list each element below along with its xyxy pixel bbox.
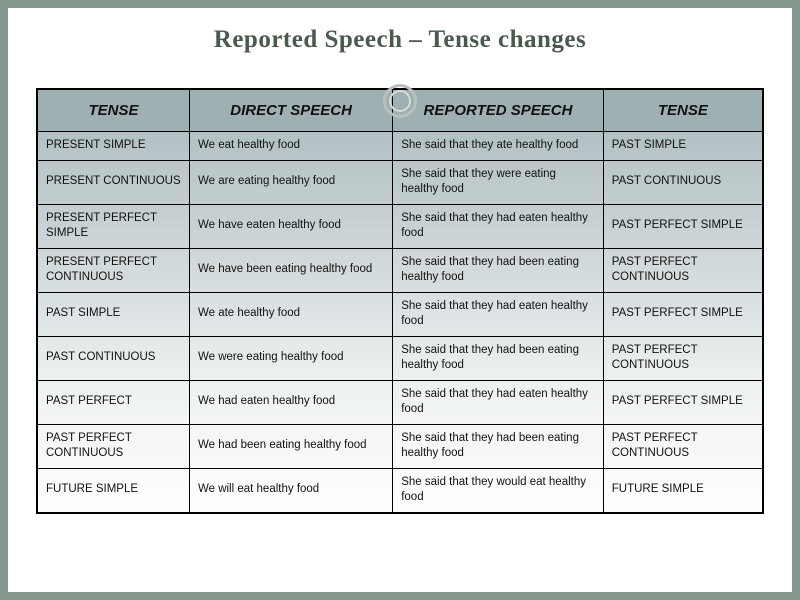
cell-tense: PAST SIMPLE <box>37 292 189 336</box>
cell-direct: We were eating healthy food <box>189 336 392 380</box>
table-row: PRESENT CONTINUOUS We are eating healthy… <box>37 160 763 204</box>
slide: Reported Speech – Tense changes TENSE DI… <box>8 8 792 592</box>
cell-tense: PRESENT SIMPLE <box>37 132 189 161</box>
cell-direct: We ate healthy food <box>189 292 392 336</box>
table-row: PAST PERFECT We had eaten healthy food S… <box>37 380 763 424</box>
cell-direct: We had been eating healthy food <box>189 424 392 468</box>
col-header-tense-right: TENSE <box>603 89 763 132</box>
cell-direct: We eat healthy food <box>189 132 392 161</box>
cell-reported: She said that they had been eating healt… <box>393 336 604 380</box>
cell-tense: PRESENT PERFECT CONTINUOUS <box>37 248 189 292</box>
cell-tense: PAST PERFECT CONTINUOUS <box>37 424 189 468</box>
slide-title: Reported Speech – Tense changes <box>36 26 764 54</box>
cell-direct: We are eating healthy food <box>189 160 392 204</box>
table-row: PRESENT PERFECT CONTINUOUS We have been … <box>37 248 763 292</box>
table-row: FUTURE SIMPLE We will eat healthy food S… <box>37 468 763 513</box>
cell-result-tense: PAST CONTINUOUS <box>603 160 763 204</box>
cell-result-tense: PAST PERFECT SIMPLE <box>603 292 763 336</box>
col-header-direct-speech: DIRECT SPEECH <box>189 89 392 132</box>
cell-tense: PRESENT PERFECT SIMPLE <box>37 204 189 248</box>
cell-direct: We have eaten healthy food <box>189 204 392 248</box>
cell-reported: She said that they were eating healthy f… <box>393 160 604 204</box>
cell-direct: We have been eating healthy food <box>189 248 392 292</box>
cell-tense: PAST PERFECT <box>37 380 189 424</box>
table-body: PRESENT SIMPLE We eat healthy food She s… <box>37 132 763 513</box>
cell-tense: PRESENT CONTINUOUS <box>37 160 189 204</box>
table-row: PAST CONTINUOUS We were eating healthy f… <box>37 336 763 380</box>
tense-table: TENSE DIRECT SPEECH REPORTED SPEECH TENS… <box>36 88 764 514</box>
table-row: PRESENT SIMPLE We eat healthy food She s… <box>37 132 763 161</box>
cell-result-tense: FUTURE SIMPLE <box>603 468 763 513</box>
cell-reported: She said that they had been eating healt… <box>393 424 604 468</box>
cell-reported: She said that they had eaten healthy foo… <box>393 204 604 248</box>
table-row: PAST SIMPLE We ate healthy food She said… <box>37 292 763 336</box>
cell-direct: We had eaten healthy food <box>189 380 392 424</box>
cell-reported: She said that they had eaten healthy foo… <box>393 380 604 424</box>
decorative-ring-icon <box>383 84 417 118</box>
cell-result-tense: PAST PERFECT SIMPLE <box>603 380 763 424</box>
col-header-reported-speech: REPORTED SPEECH <box>393 89 604 132</box>
table-row: PRESENT PERFECT SIMPLE We have eaten hea… <box>37 204 763 248</box>
cell-reported: She said that they had been eating healt… <box>393 248 604 292</box>
cell-reported: She said that they ate healthy food <box>393 132 604 161</box>
cell-reported: She said that they would eat healthy foo… <box>393 468 604 513</box>
cell-result-tense: PAST PERFECT CONTINUOUS <box>603 248 763 292</box>
table-row: PAST PERFECT CONTINUOUS We had been eati… <box>37 424 763 468</box>
cell-tense: FUTURE SIMPLE <box>37 468 189 513</box>
cell-result-tense: PAST PERFECT CONTINUOUS <box>603 336 763 380</box>
col-header-tense-left: TENSE <box>37 89 189 132</box>
cell-result-tense: PAST SIMPLE <box>603 132 763 161</box>
cell-result-tense: PAST PERFECT CONTINUOUS <box>603 424 763 468</box>
cell-result-tense: PAST PERFECT SIMPLE <box>603 204 763 248</box>
cell-direct: We will eat healthy food <box>189 468 392 513</box>
cell-tense: PAST CONTINUOUS <box>37 336 189 380</box>
cell-reported: She said that they had eaten healthy foo… <box>393 292 604 336</box>
